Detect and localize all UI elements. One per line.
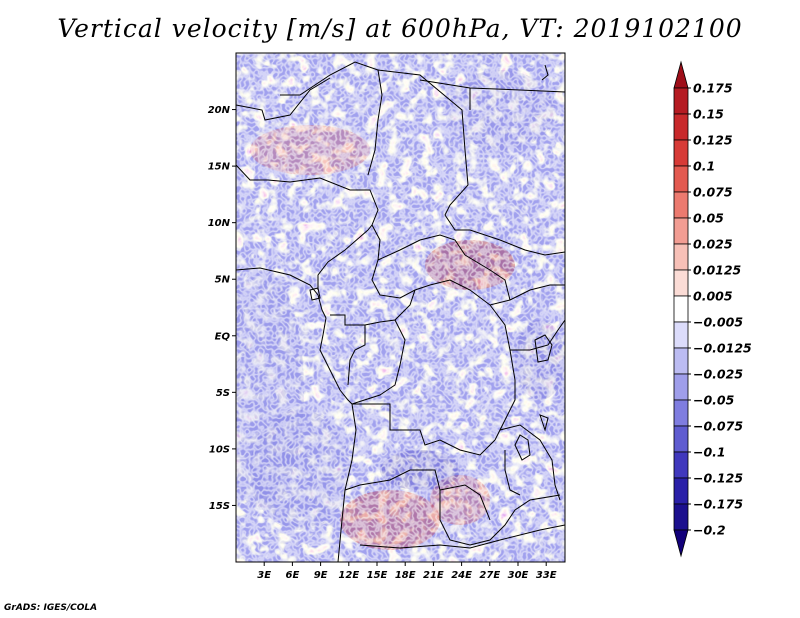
vertical-velocity-field (236, 53, 565, 562)
colorbar-swatch (673, 269, 689, 297)
x-tick-label: 6E (286, 570, 300, 581)
colorbar-swatch (673, 165, 689, 193)
colorbar-label: 0.05 (693, 211, 724, 226)
colorbar-label: 0.075 (693, 185, 733, 200)
x-tick-label: 12E (338, 570, 359, 581)
colorbar-label: 0.1 (693, 159, 715, 174)
colorbar-swatch (673, 529, 689, 558)
colorbar-label: −0.1 (693, 445, 726, 460)
colorbar-labels: 0.175 0.15 0.125 0.1 0.075 0.05 0.025 0.0125 0.0… (688, 81, 752, 538)
colorbar-swatch (673, 139, 689, 167)
colorbar-label: −0.125 (693, 471, 743, 486)
chart-title: Vertical velocity [m/s] at 600hPa, VT: 2… (57, 14, 743, 43)
colorbar-swatch (673, 60, 689, 89)
x-tick-label: 9E (314, 570, 328, 581)
y-tick-label: EQ (215, 331, 231, 342)
country-borders (236, 61, 565, 562)
x-tick-label: 33E (536, 570, 557, 581)
colorbar-label: 0.005 (693, 289, 733, 304)
colorbar-swatch (673, 399, 689, 427)
y-tick-label: 5S (216, 388, 230, 399)
colorbar-label: 0.175 (693, 81, 733, 96)
colorbar-label: −0.0125 (693, 341, 752, 356)
plot-frame (235, 52, 566, 563)
colorbar-swatch (673, 321, 689, 349)
colorbar-swatch (673, 425, 689, 453)
colorbar-label: −0.005 (693, 315, 743, 330)
x-tick-label: 30E (508, 570, 529, 581)
colorbar-label: −0.075 (693, 419, 743, 434)
colorbar (673, 60, 689, 558)
colorbar-swatch (673, 451, 689, 479)
y-tick-label: 10N (208, 218, 231, 229)
y-axis: 20N 15N 10N 5N EQ 5S 10S 15S (208, 105, 236, 512)
x-tick-label: 24E (451, 570, 472, 581)
x-tick-label: 15E (367, 570, 388, 581)
colorbar-label: −0.175 (693, 497, 743, 512)
colorbar-label: 0.125 (693, 133, 733, 148)
y-tick-label: 20N (208, 105, 231, 116)
y-tick-label: 5N (215, 275, 231, 286)
x-tick-label: 21E (423, 570, 444, 581)
colorbar-swatch (673, 503, 689, 531)
x-tick-label: 3E (257, 570, 271, 581)
y-tick-label: 10S (209, 444, 230, 455)
grads-credit: GrADS: IGES/COLA (4, 603, 98, 613)
x-tick-label: 18E (395, 570, 416, 581)
colorbar-swatch (673, 113, 689, 141)
x-tick-label: 27E (479, 570, 500, 581)
colorbar-label: −0.05 (693, 393, 735, 408)
colorbar-swatch (673, 87, 689, 115)
colorbar-swatch (673, 477, 689, 505)
x-axis: 3E 6E 9E 12E 15E 18E 21E 24E 27E 30E 33E (257, 562, 557, 581)
colorbar-label: −0.025 (693, 367, 743, 382)
colorbar-swatch (673, 295, 689, 323)
colorbar-swatch (673, 243, 689, 271)
colorbar-label: 0.025 (693, 237, 733, 252)
y-tick-label: 15N (208, 162, 231, 173)
colorbar-swatch (673, 373, 689, 401)
y-tick-label: 15S (209, 501, 230, 512)
colorbar-label: 0.0125 (693, 263, 742, 278)
colorbar-label: −0.2 (693, 523, 726, 538)
colorbar-label: 0.15 (693, 107, 724, 122)
colorbar-swatch (673, 191, 689, 219)
colorbar-swatch (673, 217, 689, 245)
colorbar-swatch (673, 347, 689, 375)
